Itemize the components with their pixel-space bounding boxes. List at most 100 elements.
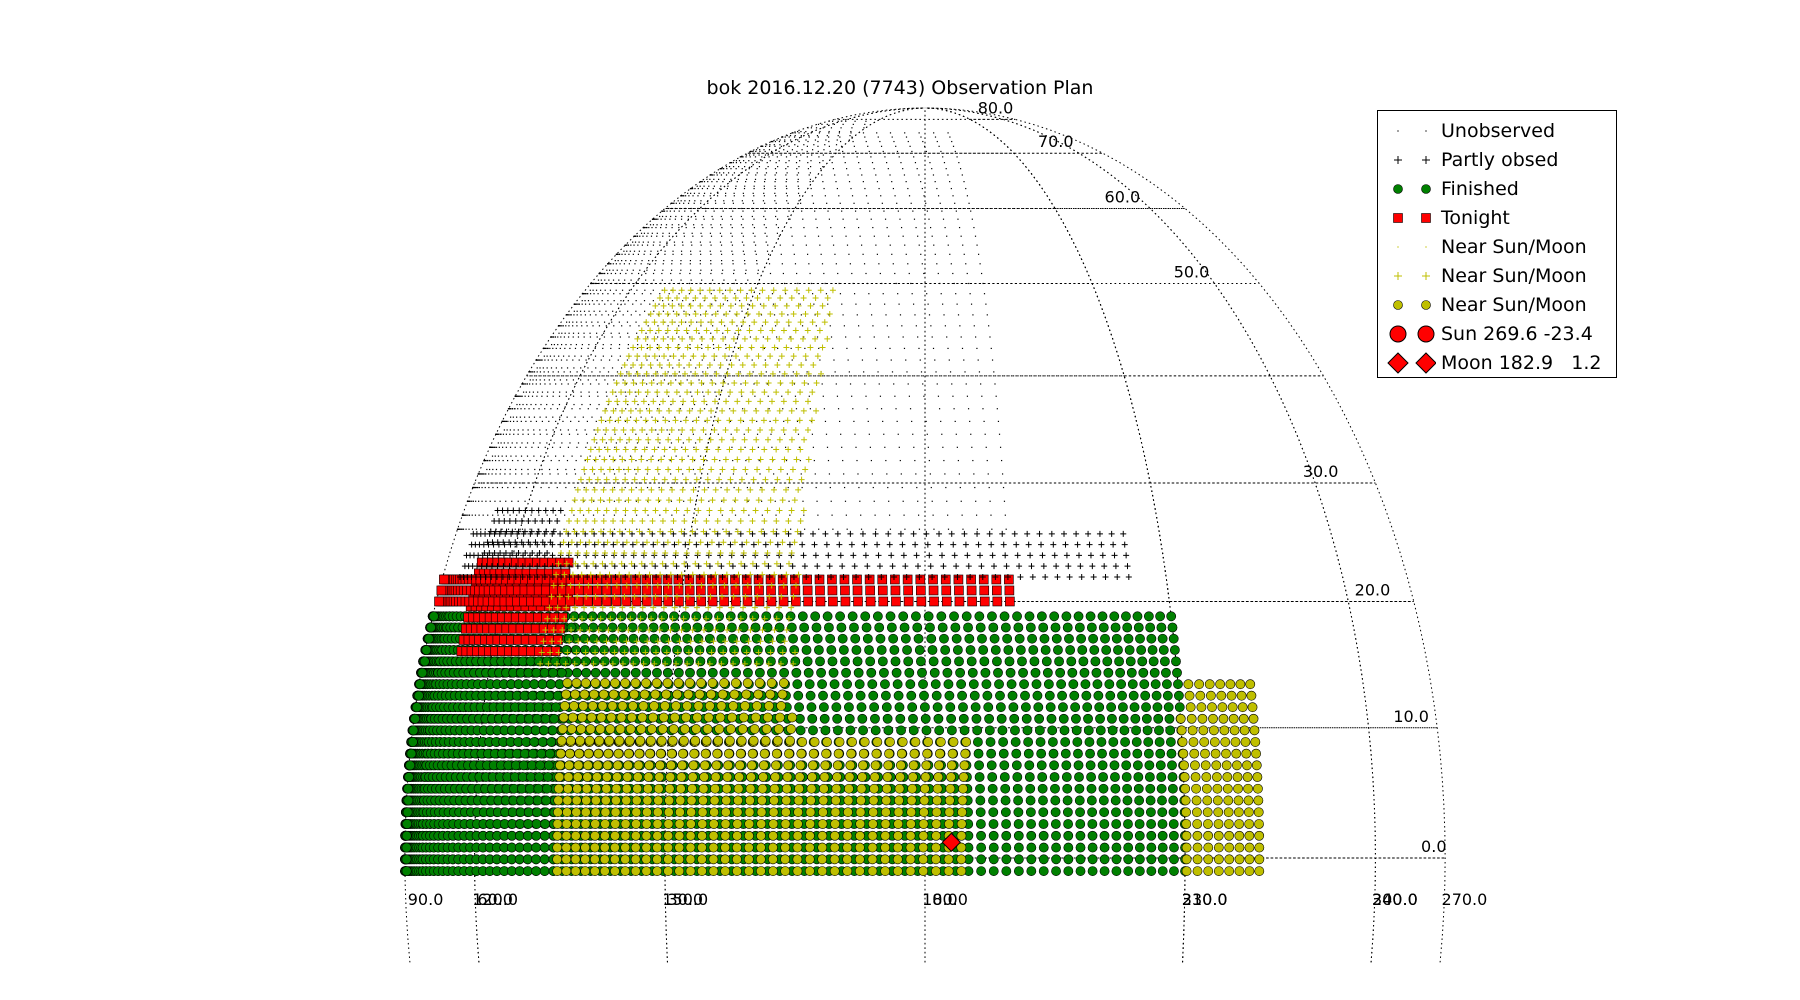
field-mark — [897, 530, 904, 537]
field-mark — [525, 518, 532, 525]
field-mark — [1074, 541, 1081, 548]
field-mark — [917, 667, 927, 678]
field-mark — [770, 433, 772, 435]
field-mark — [875, 552, 882, 559]
field-mark — [1145, 795, 1156, 806]
field-mark — [1168, 807, 1179, 818]
field-mark — [920, 772, 931, 782]
field-mark — [858, 486, 860, 489]
field-mark — [929, 596, 939, 607]
field-mark — [587, 701, 598, 711]
field-mark — [626, 611, 637, 622]
field-mark — [709, 528, 711, 530]
field-mark — [991, 563, 998, 570]
field-mark — [988, 819, 999, 829]
field-mark — [584, 473, 586, 475]
field-mark — [1051, 552, 1058, 559]
field-mark — [814, 574, 825, 585]
field-mark — [632, 783, 643, 794]
field-mark — [952, 645, 963, 655]
field-mark — [556, 667, 567, 678]
field-mark — [734, 303, 737, 305]
field-mark — [920, 713, 931, 724]
field-mark — [865, 596, 876, 607]
field-mark — [1087, 854, 1098, 865]
field-mark — [1005, 596, 1015, 607]
field-mark — [475, 528, 477, 530]
field-mark — [712, 325, 714, 327]
field-mark — [1062, 783, 1073, 794]
field-mark — [565, 395, 567, 397]
field-mark — [1102, 656, 1113, 667]
field-mark — [851, 645, 862, 655]
field-mark — [541, 395, 543, 397]
field-mark — [457, 528, 459, 530]
field-mark — [868, 807, 879, 818]
field-mark — [1039, 633, 1050, 644]
field-mark — [624, 433, 626, 435]
field-mark — [933, 772, 944, 782]
field-mark — [766, 656, 776, 667]
field-mark — [957, 690, 967, 701]
field-mark — [743, 842, 754, 853]
field-mark — [485, 500, 487, 502]
field-mark — [1125, 656, 1136, 667]
field-mark — [664, 783, 675, 794]
field-mark — [1005, 667, 1016, 678]
field-mark — [1023, 748, 1034, 759]
field-mark — [856, 783, 867, 794]
field-mark — [919, 795, 930, 806]
field-mark — [1073, 760, 1084, 771]
field-mark — [544, 408, 546, 410]
field-mark — [809, 737, 820, 747]
field-mark — [956, 303, 958, 305]
field-mark — [842, 866, 853, 876]
field-mark — [815, 585, 825, 596]
field-mark — [748, 325, 751, 327]
field-mark — [640, 303, 642, 305]
field-mark — [1055, 667, 1066, 678]
field-mark — [840, 585, 850, 596]
field-mark — [555, 760, 565, 771]
field-mark — [664, 795, 675, 806]
field-mark — [702, 383, 704, 385]
field-mark — [963, 622, 973, 633]
field-mark — [522, 433, 524, 435]
field-mark — [986, 748, 997, 759]
field-mark — [674, 866, 685, 876]
field-mark — [1058, 702, 1068, 713]
field-mark — [570, 830, 581, 841]
field-mark — [873, 500, 875, 502]
field-mark — [703, 395, 705, 397]
field-mark — [707, 596, 718, 607]
field-mark — [865, 585, 875, 596]
field-mark — [617, 622, 628, 633]
field-mark — [631, 795, 642, 806]
field-mark — [429, 611, 439, 622]
field-mark — [1145, 622, 1156, 633]
field-mark — [1217, 702, 1228, 713]
field-mark — [535, 420, 538, 423]
field-mark — [658, 303, 660, 305]
field-mark — [715, 395, 717, 397]
field-mark — [584, 314, 587, 316]
field-mark — [858, 760, 868, 771]
field-mark — [553, 795, 564, 806]
field-mark — [959, 325, 961, 327]
field-mark — [1086, 541, 1093, 548]
field-mark — [562, 678, 573, 688]
field-mark — [964, 552, 971, 559]
field-mark — [1069, 690, 1080, 701]
field-mark — [870, 725, 881, 736]
field-mark — [532, 795, 543, 806]
field-mark — [687, 772, 698, 782]
field-mark — [1114, 574, 1121, 581]
field-mark — [836, 622, 847, 633]
field-mark — [868, 690, 879, 701]
field-mark — [719, 678, 730, 688]
field-mark — [696, 596, 707, 607]
field-mark — [1132, 748, 1143, 759]
field-mark — [613, 500, 616, 502]
field-mark — [656, 371, 658, 373]
field-mark — [642, 807, 652, 818]
